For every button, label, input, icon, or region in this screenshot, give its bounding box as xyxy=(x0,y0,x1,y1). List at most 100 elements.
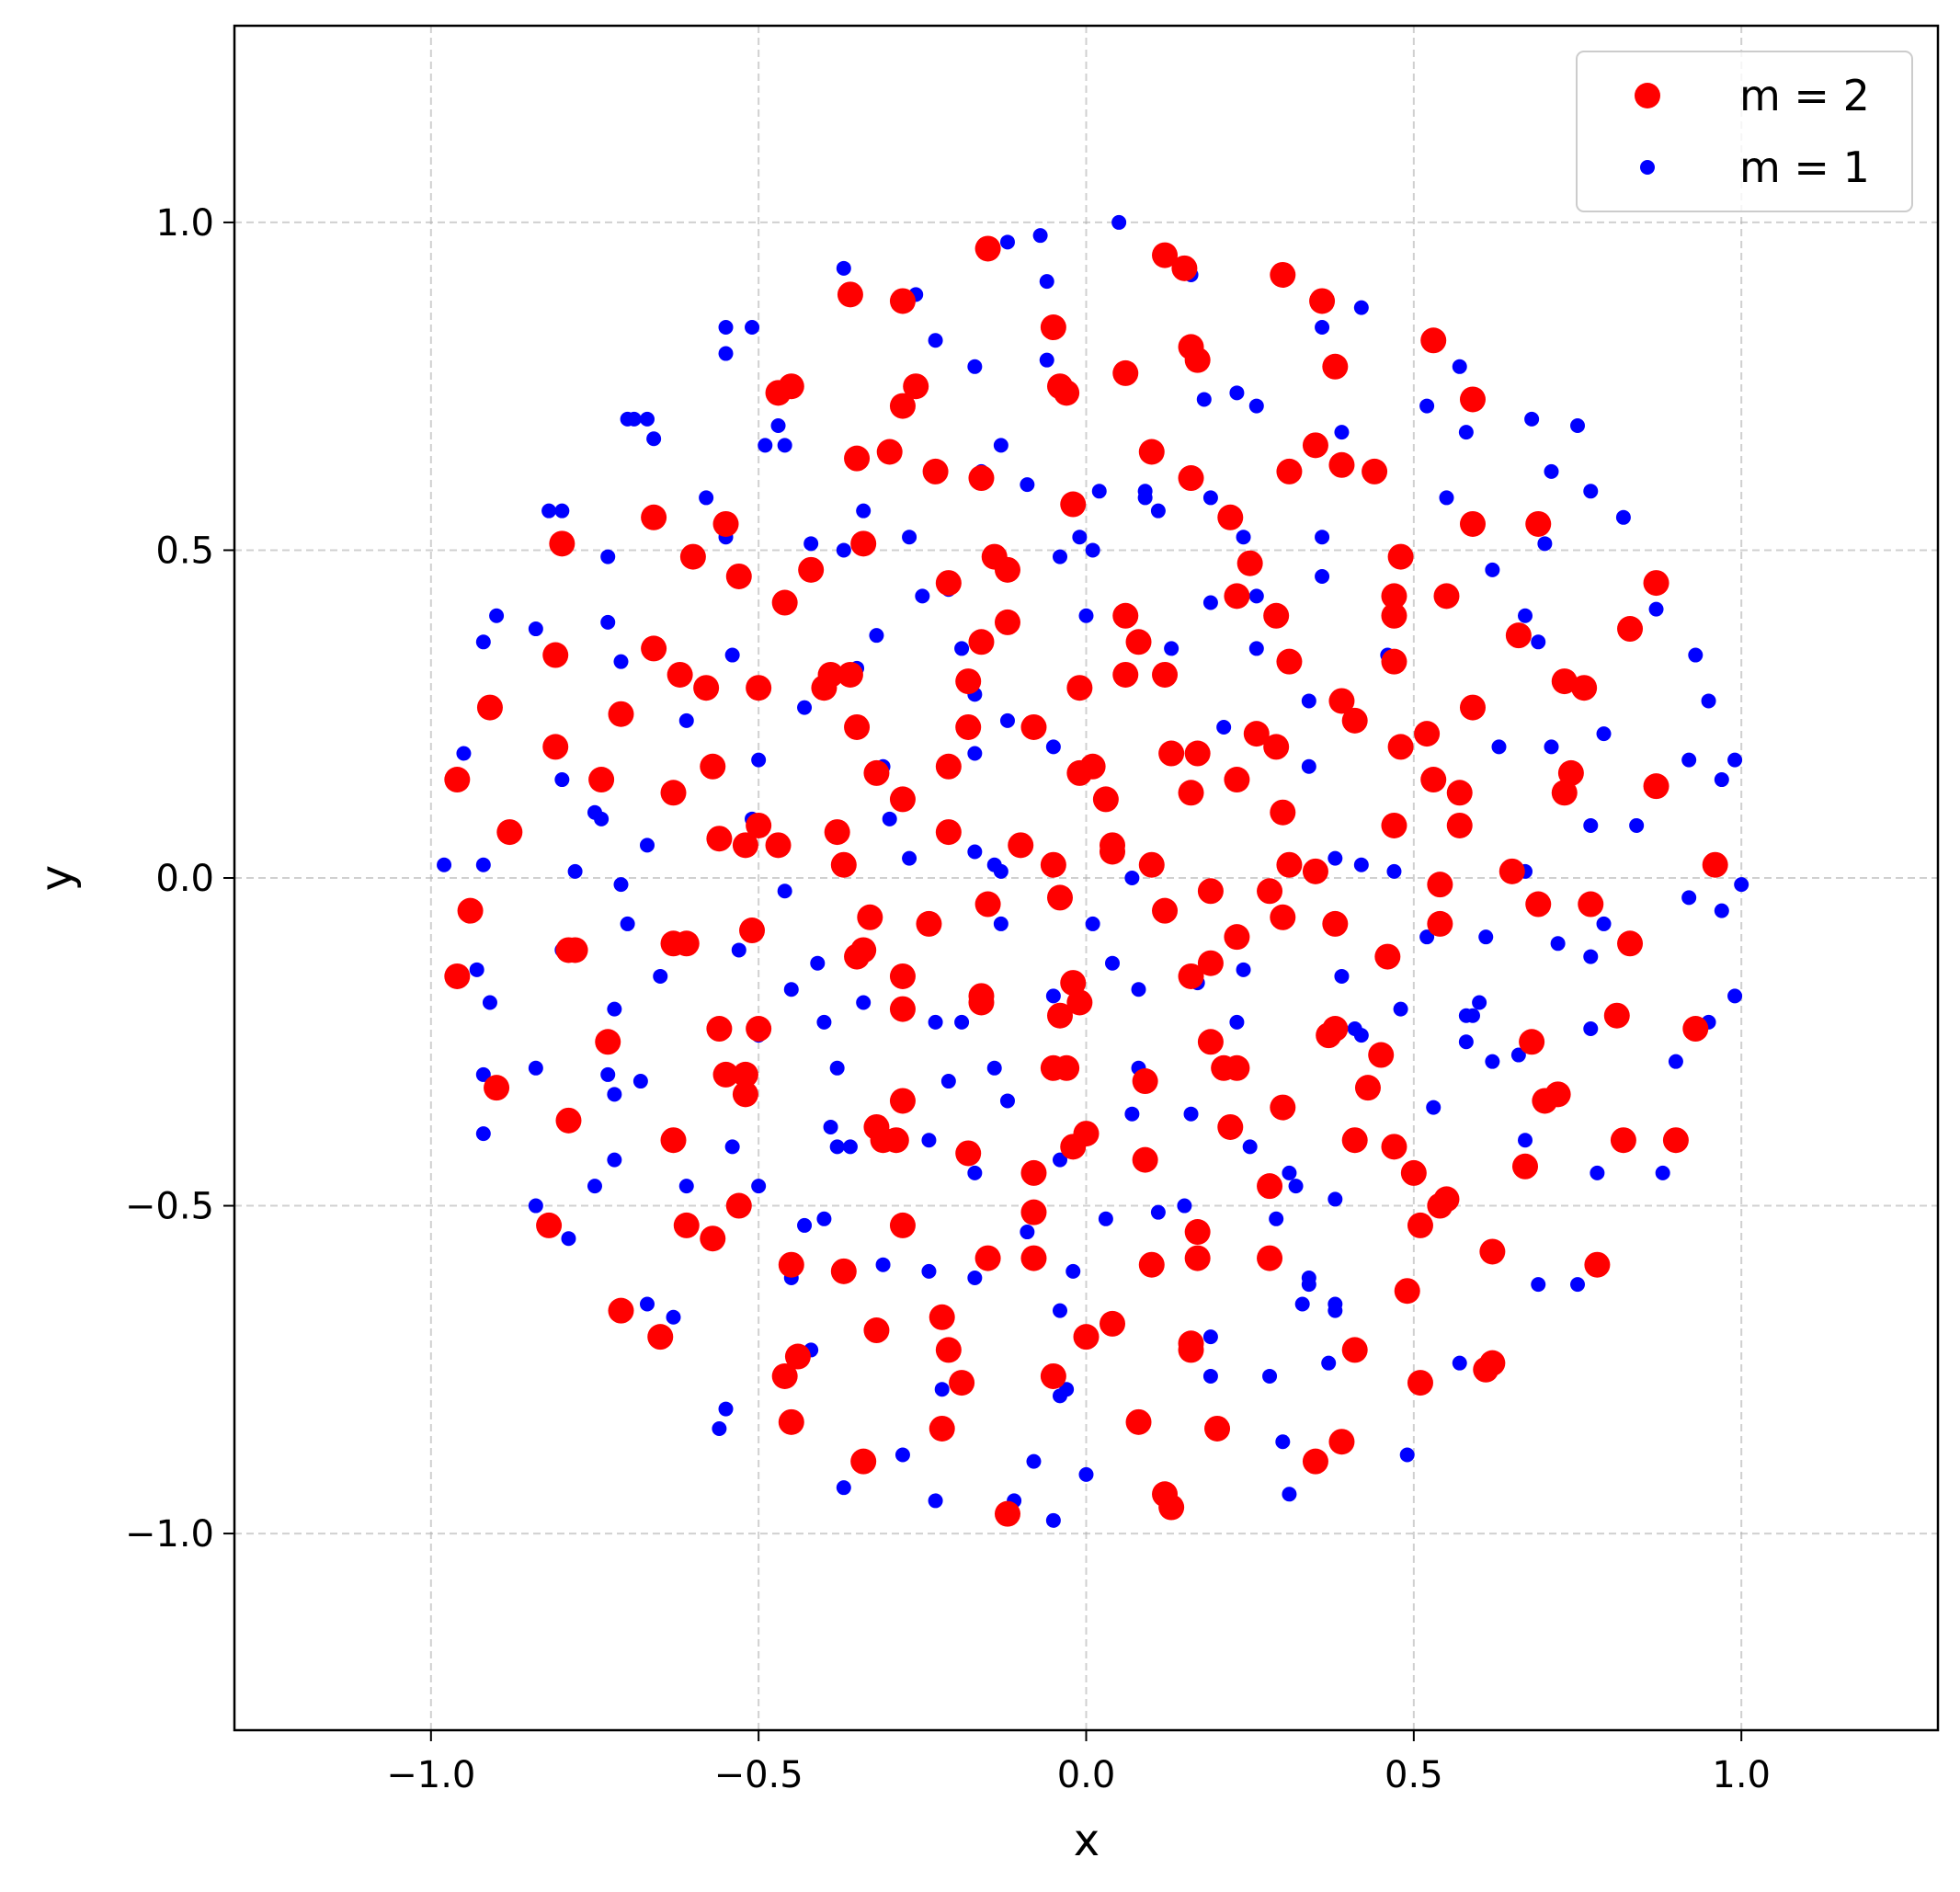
point-m1 xyxy=(1111,214,1127,230)
point-m2 xyxy=(1610,1127,1636,1154)
point-m2 xyxy=(1184,1219,1211,1246)
point-m2 xyxy=(889,1212,916,1238)
point-m1 xyxy=(1085,542,1100,558)
point-m2 xyxy=(1433,583,1460,610)
point-m1 xyxy=(1570,1277,1586,1293)
point-m1 xyxy=(1248,588,1264,604)
point-m2 xyxy=(1414,721,1441,747)
point-m1 xyxy=(1681,890,1697,906)
point-m2 xyxy=(1427,910,1453,937)
point-m2 xyxy=(850,530,877,557)
point-m2 xyxy=(725,1192,752,1219)
point-m1 xyxy=(554,772,570,788)
point-m1 xyxy=(1248,641,1264,656)
point-m2 xyxy=(1020,713,1047,740)
point-m1 xyxy=(1426,1100,1442,1115)
point-m2 xyxy=(1505,622,1532,649)
point-m1 xyxy=(1353,1028,1369,1043)
point-m2 xyxy=(746,1016,772,1043)
point-m1 xyxy=(967,1165,983,1180)
point-m1 xyxy=(856,995,872,1010)
point-m1 xyxy=(1531,634,1546,650)
point-m1 xyxy=(1045,1512,1061,1528)
point-m1 xyxy=(1393,1001,1408,1017)
point-m1 xyxy=(1282,1165,1297,1180)
point-m2 xyxy=(739,918,766,944)
point-m2 xyxy=(444,963,471,989)
point-m2 xyxy=(1152,661,1179,688)
point-m1 xyxy=(475,857,491,872)
point-m1 xyxy=(1439,490,1454,506)
point-m2 xyxy=(765,832,792,859)
point-m1 xyxy=(1124,1106,1140,1122)
point-m1 xyxy=(489,608,505,623)
point-m1 xyxy=(1386,863,1402,879)
point-m1 xyxy=(928,1493,943,1509)
point-m1 xyxy=(1052,1152,1067,1168)
point-m1 xyxy=(967,1270,983,1285)
point-m1 xyxy=(751,1179,767,1194)
point-m2 xyxy=(1617,616,1644,643)
point-m2 xyxy=(1020,1159,1047,1186)
point-m2 xyxy=(863,1317,890,1344)
point-m2 xyxy=(1138,439,1165,465)
legend-label-m1: m = 1 xyxy=(1739,142,1870,192)
point-m1 xyxy=(1419,398,1435,414)
point-m1 xyxy=(777,438,792,453)
point-m2 xyxy=(1224,1054,1250,1081)
x-tick-label: 0.0 xyxy=(1057,1754,1116,1796)
point-m1 xyxy=(613,654,629,669)
point-m1 xyxy=(999,234,1015,250)
point-m2 xyxy=(700,753,726,780)
point-m2 xyxy=(771,589,798,616)
point-m1 xyxy=(1472,995,1487,1010)
point-m1 xyxy=(639,838,655,853)
point-m1 xyxy=(528,621,543,637)
point-m2 xyxy=(1584,1251,1611,1278)
point-m2 xyxy=(1341,1127,1368,1154)
point-m1 xyxy=(600,1066,616,1082)
point-m1 xyxy=(718,346,734,361)
point-m1 xyxy=(1596,726,1612,742)
point-m2 xyxy=(476,694,503,721)
point-m1 xyxy=(607,1152,622,1168)
point-m2 xyxy=(798,556,825,583)
point-m2 xyxy=(903,373,929,400)
point-m1 xyxy=(829,1060,845,1076)
point-m1 xyxy=(626,411,642,427)
point-m2 xyxy=(929,1304,955,1330)
point-m2 xyxy=(1125,629,1152,655)
point-m1 xyxy=(731,942,746,958)
x-tick-label: −0.5 xyxy=(714,1754,803,1796)
point-m2 xyxy=(1525,891,1552,918)
point-m1 xyxy=(1328,1303,1343,1318)
point-m1 xyxy=(1236,962,1251,977)
y-tick-label: −0.5 xyxy=(125,1186,214,1228)
point-m2 xyxy=(1427,1192,1453,1219)
point-m2 xyxy=(1479,1238,1506,1265)
point-m2 xyxy=(1702,851,1728,878)
point-m2 xyxy=(1322,910,1349,937)
point-m1 xyxy=(600,614,616,630)
point-m1 xyxy=(1570,417,1586,433)
point-m1 xyxy=(1328,1191,1343,1207)
point-m2 xyxy=(1132,1068,1158,1095)
point-m1 xyxy=(600,549,616,564)
point-m2 xyxy=(555,1107,582,1134)
point-m1 xyxy=(1052,549,1067,564)
point-m2 xyxy=(706,1016,733,1043)
point-m1 xyxy=(758,438,773,453)
point-m1 xyxy=(1020,1225,1035,1240)
point-m2 xyxy=(1112,359,1139,386)
point-m1 xyxy=(1478,929,1494,945)
point-m1 xyxy=(1544,739,1559,755)
point-m1 xyxy=(620,916,635,931)
point-m2 xyxy=(1498,858,1525,884)
point-m1 xyxy=(1229,1014,1245,1030)
point-m2 xyxy=(1066,759,1093,786)
point-m1 xyxy=(1315,568,1330,584)
point-m2 xyxy=(1100,1310,1126,1337)
point-m2 xyxy=(837,281,863,308)
axis-ticks: −1.0 −0.5 0.0 0.5 1.0 −1.0 −0.5 0.0 0.5 1.0 xyxy=(125,202,1771,1796)
